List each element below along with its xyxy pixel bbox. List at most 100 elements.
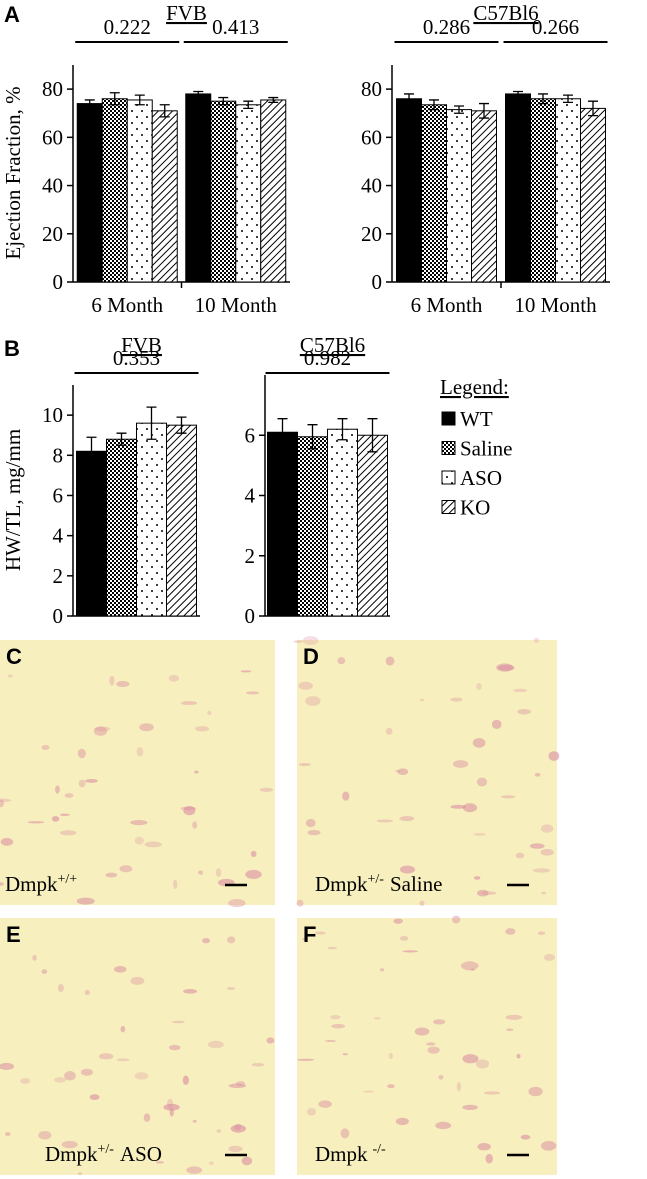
stain-speck: [476, 777, 488, 787]
stain-speck: [144, 841, 162, 848]
stain-speck: [245, 869, 262, 879]
chart-title: FVB: [121, 333, 162, 357]
stain-speck: [98, 1053, 114, 1060]
stain-speck: [342, 791, 350, 801]
stain-speck: [202, 937, 211, 944]
error-bar: [86, 436, 97, 466]
bar: [185, 93, 212, 283]
panel-letter: A: [4, 2, 20, 27]
stain-speck: [376, 819, 394, 823]
stain-speck: [59, 813, 70, 817]
stain-speck: [548, 751, 560, 761]
stain-speck: [0, 799, 5, 808]
stain-speck: [228, 899, 246, 908]
bar: [210, 100, 237, 283]
stain-speck: [41, 969, 48, 974]
stain-speck: [473, 876, 481, 880]
error-bar: [159, 104, 170, 118]
stain-speck: [7, 674, 13, 678]
y-tick-label: 0: [53, 270, 64, 294]
y-tick-label: 60: [42, 125, 63, 149]
bar: [76, 450, 107, 617]
legend-swatch: [441, 470, 456, 485]
stain-speck: [94, 726, 111, 732]
y-tick-label: 60: [361, 125, 382, 149]
y-tick-label: 2: [53, 564, 64, 588]
stain-speck: [241, 1156, 253, 1166]
stain-speck: [32, 954, 37, 961]
error-bar: [454, 105, 464, 114]
error-bar: [404, 93, 414, 105]
panel-letter: D: [303, 644, 319, 669]
stain-speck: [27, 821, 45, 824]
legend-swatch: [441, 411, 456, 426]
bar: [446, 109, 472, 283]
legend-title: Legend:: [440, 375, 509, 399]
bar: [505, 93, 531, 283]
error-bar: [243, 100, 254, 110]
legend: Legend: WT Saline ASO KO: [440, 375, 513, 520]
stain-speck: [307, 829, 321, 836]
chart-title: C57Bl6: [300, 333, 365, 357]
stain-speck: [318, 1100, 332, 1108]
stain-speck: [192, 821, 198, 829]
stain-speck: [363, 1090, 374, 1093]
stain-speck: [517, 708, 531, 715]
stain-speck: [399, 865, 416, 874]
stain-speck: [5, 1132, 11, 1137]
error-bar: [479, 102, 489, 119]
p-value: 0.982: [304, 346, 351, 370]
error-bar: [277, 418, 288, 447]
stain-speck: [373, 1017, 381, 1020]
stain-speck: [228, 1145, 243, 1153]
stain-speck: [500, 795, 516, 799]
bar: [580, 107, 606, 283]
stain-speck: [228, 1083, 247, 1089]
stain-speck: [114, 965, 127, 973]
stain-speck: [168, 674, 180, 682]
error-bar: [134, 94, 145, 106]
stain-speck: [192, 1119, 197, 1123]
stain-speck: [0, 1062, 15, 1070]
stain-speck: [207, 710, 212, 715]
stain-speck: [297, 1058, 315, 1061]
label-text: Dmpk: [315, 1142, 368, 1166]
stain-speck: [537, 931, 546, 935]
stain-speck: [64, 1071, 76, 1081]
y-tick-label: 4: [53, 524, 64, 548]
y-tick-label: 20: [361, 222, 382, 246]
p-value: 0.353: [113, 346, 160, 370]
y-tick-label: 6: [53, 483, 64, 507]
error-bar: [563, 94, 573, 104]
stain-speck: [462, 1104, 479, 1110]
stain-speck: [414, 1027, 430, 1036]
stain-speck: [540, 824, 554, 833]
stain-speck: [485, 1153, 493, 1164]
stain-speck: [456, 1081, 462, 1092]
stain-speck: [84, 990, 90, 995]
stain-speck: [298, 762, 311, 767]
y-tick-label: 80: [42, 77, 63, 101]
p-value: 0.222: [104, 15, 151, 39]
stain-speck: [305, 818, 316, 828]
label-text: Dmpk: [45, 1142, 98, 1166]
error-bar: [84, 99, 95, 108]
error-bar: [588, 100, 598, 117]
stain-speck: [76, 897, 95, 905]
error-bar: [307, 424, 318, 450]
bar: [166, 424, 197, 617]
stain-speck: [543, 953, 556, 961]
stain-speck: [484, 1091, 501, 1095]
stain-speck: [505, 1014, 523, 1020]
stain-speck: [426, 1042, 436, 1046]
bar-chart: FVB HW/TL, mg/mm 0 2 4 6 8 10 0.353: [1, 333, 200, 628]
stain-speck: [130, 976, 145, 985]
stain-speck: [529, 843, 545, 849]
stain-speck: [198, 870, 203, 875]
stain-speck: [331, 1024, 346, 1029]
stain-speck: [166, 1098, 174, 1109]
bar: [126, 99, 153, 283]
x-tick-label: 10 Month: [195, 293, 278, 317]
